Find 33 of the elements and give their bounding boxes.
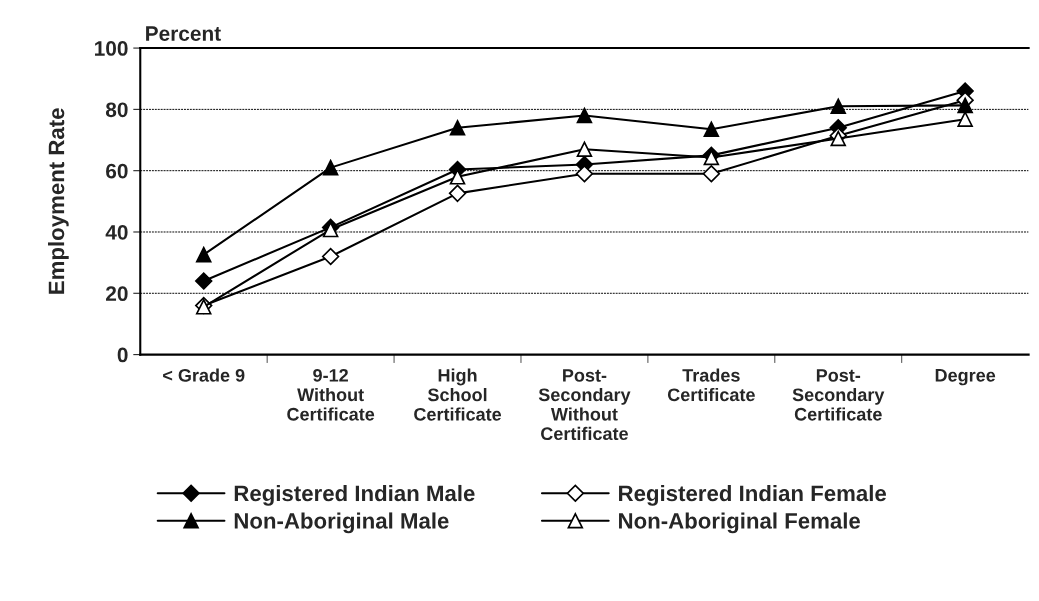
point — [957, 97, 973, 114]
point — [830, 98, 847, 115]
x-tick-label: Post- Secondary Without Certificate — [538, 369, 631, 441]
point — [703, 121, 720, 138]
x-tick-label: Degree — [935, 369, 996, 386]
y-tick-label: 20 — [106, 286, 128, 302]
y-tick-label: 0 — [117, 347, 128, 363]
legend-label: Registered Indian Male — [234, 484, 475, 506]
point — [195, 272, 213, 290]
point — [702, 165, 721, 183]
point — [576, 141, 593, 158]
legend-label: Registered Indian Female — [619, 484, 887, 506]
text: Percent — [146, 26, 221, 41]
point — [322, 159, 339, 176]
y-tick-label: 60 — [106, 163, 128, 179]
x-tick-label: High School Certificate — [414, 368, 502, 421]
x-tick-label: Trades Certificate — [667, 368, 755, 402]
point — [449, 119, 466, 136]
x-tick-label: Post- Secondary Certificate — [792, 369, 885, 421]
x-tick-label: 9-12 Without Certificate — [287, 368, 375, 421]
y-tick-label: 80 — [105, 102, 128, 118]
point — [448, 184, 467, 203]
point — [195, 246, 212, 263]
y-axis-title: Employment Rate — [47, 108, 69, 294]
legend-label: Non-Aboriginal Female — [619, 512, 861, 534]
point — [957, 111, 973, 127]
x-tick-label: < Grade 9 — [163, 368, 245, 382]
point — [321, 247, 340, 266]
point — [576, 107, 593, 124]
y-tick-label: 40 — [105, 224, 128, 240]
point — [575, 165, 594, 183]
y-tick-label: 100 — [95, 41, 128, 56]
legend-label: Non-Aboriginal Male — [234, 512, 449, 534]
